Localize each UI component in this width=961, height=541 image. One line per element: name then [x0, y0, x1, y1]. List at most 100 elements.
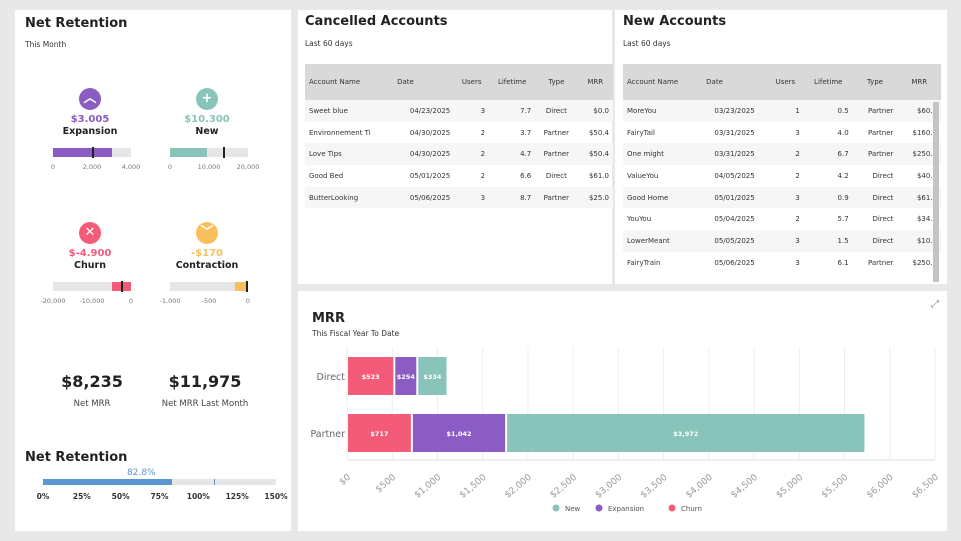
column-header[interactable]: Users — [454, 64, 490, 100]
table-cell: 1.5 — [803, 230, 853, 252]
kpi-new: + $10.300 New — [152, 88, 262, 137]
table-row[interactable]: FairyTrain 05/06/2025 3 6.1 Partner $250.0 — [623, 252, 941, 274]
kpi-bullet-bar — [170, 147, 248, 158]
column-header[interactable]: Type — [535, 64, 578, 100]
tick-label: 10,000 — [197, 163, 221, 171]
column-header[interactable]: MRR — [897, 64, 941, 100]
column-header[interactable]: Type — [852, 64, 898, 100]
tick-label: 4,000 — [121, 163, 141, 171]
table-cell: 6.7 — [803, 143, 853, 166]
table-cell: 3 — [454, 100, 490, 122]
kpi-contraction: ﹀ -$170 Contraction — [152, 222, 262, 271]
column-header[interactable]: Date — [702, 64, 767, 100]
table-row[interactable]: YouYou 05/04/2025 2 5.7 Direct $34.0 — [623, 208, 941, 230]
column-header[interactable]: Users — [766, 64, 804, 100]
table-row[interactable]: ValueYou 04/05/2025 2 4.2 Direct $40.0 — [623, 165, 941, 187]
table-scrollbar[interactable] — [933, 102, 939, 282]
x-tick-label: $4,500 — [729, 472, 760, 500]
tick-label: 0 — [167, 163, 173, 171]
bar-segment-expansion[interactable] — [412, 414, 506, 452]
table-cell: 03/31/2025 — [714, 128, 755, 137]
table-cell: $61.0 — [588, 171, 609, 180]
legend-marker[interactable] — [552, 504, 560, 512]
table-cell: $34.0 — [916, 215, 937, 224]
expand-icon[interactable]: ⤢ — [931, 299, 939, 310]
table-cell: Partner — [867, 258, 894, 267]
legend-marker[interactable] — [595, 504, 603, 512]
table-cell: Partner — [543, 128, 570, 137]
panel-subtitle: Last 60 days — [623, 39, 671, 48]
table-row[interactable]: Sweet blue 04/23/2025 3 7.7 Direct $0.0 — [305, 100, 613, 122]
table-cell: $61.0 — [897, 186, 941, 209]
kpi-label: Expansion — [62, 126, 118, 137]
table-cell: 0.5 — [803, 100, 853, 122]
bar-segment-churn[interactable] — [348, 357, 394, 395]
legend-label[interactable]: Churn — [681, 505, 702, 513]
net-retention-value: 82.8% — [127, 468, 156, 478]
net-mrr: $8,235 Net MRR — [32, 372, 152, 410]
table-row[interactable]: Environnement Ti 04/30/2025 2 3.7 Partner $50… — [305, 122, 613, 144]
kpi-target-marker — [223, 147, 226, 158]
table-cell: Partner — [852, 100, 898, 122]
table-cell: MoreYou — [623, 100, 703, 122]
kpi-target-marker — [246, 281, 249, 292]
table-cell: ButterLooking — [305, 186, 394, 209]
table-row[interactable]: Love Tips 04/30/2025 2 4.7 Partner $50.4 — [305, 143, 613, 166]
legend-marker[interactable] — [668, 504, 676, 512]
table-cell: 3 — [454, 186, 490, 209]
table-cell: 3 — [795, 128, 800, 137]
table-cell: 05/05/2025 — [702, 230, 767, 252]
tick-label: 0 — [245, 297, 251, 305]
legend-label[interactable]: New — [565, 505, 581, 513]
table-cell: One might — [623, 143, 703, 166]
x-tick-label: $1,000 — [413, 472, 444, 500]
kpi-label: Churn — [74, 260, 106, 271]
kpi-value: $10.300 — [184, 114, 230, 125]
column-header[interactable]: Date — [393, 64, 455, 100]
x-tick-label: $3,500 — [639, 472, 670, 500]
table-row[interactable]: Good Bed 05/01/2025 2 6.6 Direct $61.0 — [305, 165, 613, 187]
data-label: $254 — [397, 373, 416, 381]
table-row[interactable]: Good Home 05/01/2025 3 0.9 Direct $61.0 — [623, 186, 941, 209]
panel-subtitle: Last 60 days — [305, 39, 353, 48]
kpi-expansion: ︿ $3.005 Expansion — [35, 88, 145, 137]
table-cell: 2 — [480, 128, 486, 137]
bar-segment-churn[interactable] — [348, 414, 411, 452]
data-label: $717 — [370, 430, 388, 438]
table-cell: Direct — [852, 186, 898, 209]
bar-segment-new[interactable] — [418, 357, 447, 395]
column-header[interactable]: MRR — [577, 64, 613, 100]
kpi-bullet-bar — [53, 281, 131, 292]
table-cell: 2 — [795, 171, 800, 180]
table-row[interactable]: LowerMeant 05/05/2025 3 1.5 Direct $10.0 — [623, 230, 941, 252]
table-cell: $60.5 — [897, 100, 941, 122]
column-header[interactable]: Account Name — [305, 64, 394, 100]
table-cell: 4.0 — [837, 128, 849, 137]
table-cell: Partner — [852, 143, 898, 166]
column-header[interactable]: Lifetime — [803, 64, 853, 100]
kpi-label: Contraction — [175, 260, 239, 271]
table-row[interactable]: One might 03/31/2025 2 6.7 Partner $250.0 — [623, 143, 941, 166]
column-header[interactable]: Account Name — [623, 64, 703, 100]
kpi-target-marker — [121, 281, 124, 292]
table-row[interactable]: MoreYou 03/23/2025 1 0.5 Partner $60.5 — [623, 100, 941, 122]
table-cell: $0.0 — [577, 100, 613, 122]
tick-label: 75% — [150, 492, 169, 501]
table-cell: Direct — [872, 171, 894, 180]
legend-label[interactable]: Expansion — [608, 505, 644, 513]
table-cell: Good Bed — [309, 171, 344, 180]
table-cell: 05/06/2025 — [714, 258, 755, 267]
table-cell: 2 — [480, 171, 486, 180]
bar-segment-expansion[interactable] — [395, 357, 417, 395]
column-header[interactable]: Lifetime — [489, 64, 536, 100]
table-row[interactable]: FairyTail 03/31/2025 3 4.0 Partner $160.0 — [623, 122, 941, 144]
table-cell: 04/30/2025 — [393, 143, 455, 166]
bar-segment-new[interactable] — [507, 414, 865, 452]
table-cell: 4.7 — [489, 143, 536, 166]
tick-label: 20,000 — [236, 163, 260, 171]
table-cell: FairyTail — [627, 128, 655, 137]
table-cell: $25.0 — [577, 186, 613, 209]
table-row[interactable]: ButterLooking 05/06/2025 3 8.7 Partner $25.0 — [305, 186, 613, 209]
table-cell: LowerMeant — [623, 230, 703, 252]
